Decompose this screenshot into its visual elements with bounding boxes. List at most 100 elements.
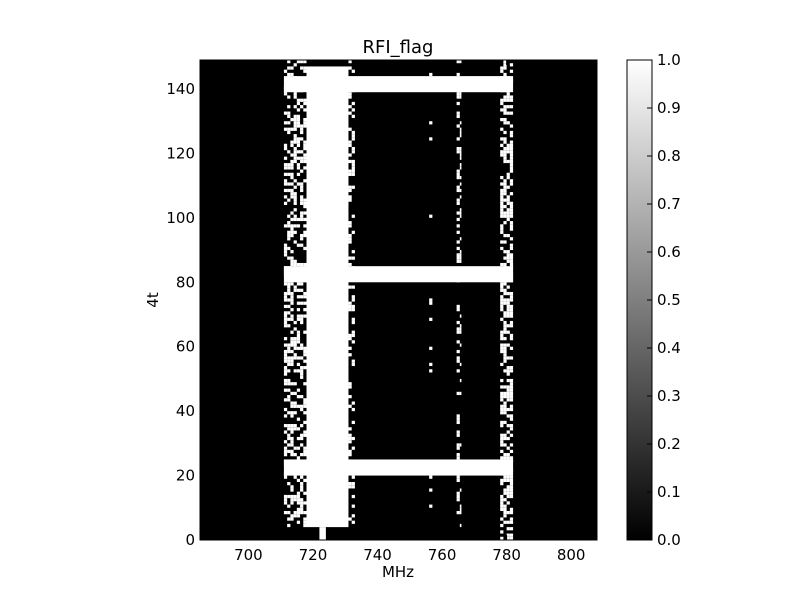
flag-speckle-0 xyxy=(296,491,301,495)
flag-speckle-3 xyxy=(509,179,514,183)
flag-speckle-3 xyxy=(500,201,504,205)
flag-speckle-3 xyxy=(503,95,507,99)
flag-speckle-2 xyxy=(459,211,462,215)
flag-speckle-0 xyxy=(303,198,307,202)
x-tick-label: 780 xyxy=(492,546,521,564)
flag-speckle-0 xyxy=(296,369,301,373)
flag-speckle-0 xyxy=(290,282,294,286)
flag-speckle-0 xyxy=(287,166,291,170)
flag-speckle-3 xyxy=(506,304,510,309)
flag-speckle-3 xyxy=(509,478,514,483)
flag-speckle-3 xyxy=(503,298,507,302)
flag-speckle-0 xyxy=(296,137,301,141)
flag-speckle-0 xyxy=(300,217,304,222)
flag-speckle-0 xyxy=(303,366,307,370)
flag-speckle-3 xyxy=(506,536,510,540)
flag-speckle-4 xyxy=(429,369,433,373)
flag-speckle-2 xyxy=(456,443,460,447)
flag-speckle-2 xyxy=(459,146,462,151)
flag-speckle-0 xyxy=(293,369,297,373)
flag-speckle-0 xyxy=(303,211,307,215)
flag-speckle-0 xyxy=(293,320,297,325)
flag-speckle-0 xyxy=(303,156,307,160)
flag-speckle-2 xyxy=(456,308,460,312)
flag-speckle-0 xyxy=(303,146,307,151)
flag-speckle-0 xyxy=(300,169,304,173)
flag-speckle-2 xyxy=(459,523,462,528)
flag-speckle-0 xyxy=(287,523,291,528)
flag-speckle-3 xyxy=(500,204,504,209)
flag-speckle-2 xyxy=(459,214,462,218)
flag-speckle-0 xyxy=(283,317,288,321)
flag-speckle-3 xyxy=(503,498,507,502)
flag-speckle-0 xyxy=(287,362,291,367)
flag-speckle-0 xyxy=(296,330,301,334)
flag-speckle-3 xyxy=(503,433,507,437)
flag-speckle-0 xyxy=(296,101,301,106)
flag-speckle-3 xyxy=(500,449,504,454)
flag-speckle-3 xyxy=(509,69,514,73)
flag-speckle-0 xyxy=(303,420,307,425)
flag-speckle-3 xyxy=(503,337,507,341)
flag-speckle-2 xyxy=(459,60,462,64)
flag-speckle-0 xyxy=(283,172,288,176)
flag-speckle-3 xyxy=(500,295,504,299)
flag-speckle-0 xyxy=(303,179,307,183)
flag-speckle-3 xyxy=(503,233,507,238)
flag-speckle-3 xyxy=(506,201,510,205)
flag-speckle-0 xyxy=(287,494,291,499)
flag-speckle-0 xyxy=(303,291,307,296)
flag-speckle-3 xyxy=(500,308,504,312)
flag-speckle-0 xyxy=(290,501,294,505)
flag-speckle-0 xyxy=(296,427,301,431)
flag-speckle-3 xyxy=(500,343,504,347)
flag-speckle-0 xyxy=(293,63,297,67)
flag-speckle-1 xyxy=(351,214,355,218)
flag-speckle-0 xyxy=(290,337,294,341)
flag-speckle-3 xyxy=(506,311,510,315)
flag-speckle-0 xyxy=(287,224,291,228)
flag-speckle-0 xyxy=(300,105,304,109)
flag-speckle-0 xyxy=(300,482,304,486)
flag-speckle-0 xyxy=(303,478,307,483)
flag-speckle-0 xyxy=(303,204,307,209)
flag-speckle-3 xyxy=(509,204,514,209)
flag-speckle-0 xyxy=(287,182,291,186)
flag-speckle-0 xyxy=(287,369,291,373)
flag-speckle-3 xyxy=(506,330,510,334)
flag-speckle-0 xyxy=(293,288,297,292)
flag-speckle-0 xyxy=(283,501,288,505)
flag-speckle-3 xyxy=(503,411,507,415)
flag-speckle-3 xyxy=(500,501,504,505)
flag-speckle-2 xyxy=(459,391,462,396)
y-tick-label: 100 xyxy=(166,209,195,227)
flag-speckle-0 xyxy=(290,259,294,263)
x-axis: 700 720 740 760 780 800 xyxy=(234,60,585,564)
flag-speckle-3 xyxy=(503,311,507,315)
flag-speckle-0 xyxy=(296,314,301,318)
flag-speckle-2 xyxy=(459,130,462,135)
flag-speckle-2 xyxy=(459,237,462,241)
flag-speckle-0 xyxy=(303,401,307,405)
flag-speckle-1 xyxy=(348,198,352,202)
flag-speckle-0 xyxy=(290,182,294,186)
flag-speckle-0 xyxy=(283,320,288,325)
flag-speckle-4 xyxy=(429,298,433,302)
flag-speckle-0 xyxy=(293,134,297,138)
flag-speckle-0 xyxy=(303,60,307,64)
flag-speckle-3 xyxy=(509,150,514,154)
flag-speckle-3 xyxy=(503,353,507,357)
flag-speckle-3 xyxy=(500,285,504,289)
flag-speckle-2 xyxy=(456,420,460,425)
flag-speckle-0 xyxy=(290,424,294,428)
flag-speckle-3 xyxy=(500,69,504,73)
flag-speckle-2 xyxy=(459,188,462,193)
flag-speckle-3 xyxy=(503,63,507,67)
flag-speckle-0 xyxy=(303,230,307,234)
flag-speckle-1 xyxy=(351,436,355,441)
flag-speckle-2 xyxy=(459,92,462,96)
flag-speckle-3 xyxy=(509,311,514,315)
flag-speckle-3 xyxy=(500,301,504,305)
flag-speckle-3 xyxy=(503,140,507,144)
flag-speckle-0 xyxy=(290,340,294,344)
